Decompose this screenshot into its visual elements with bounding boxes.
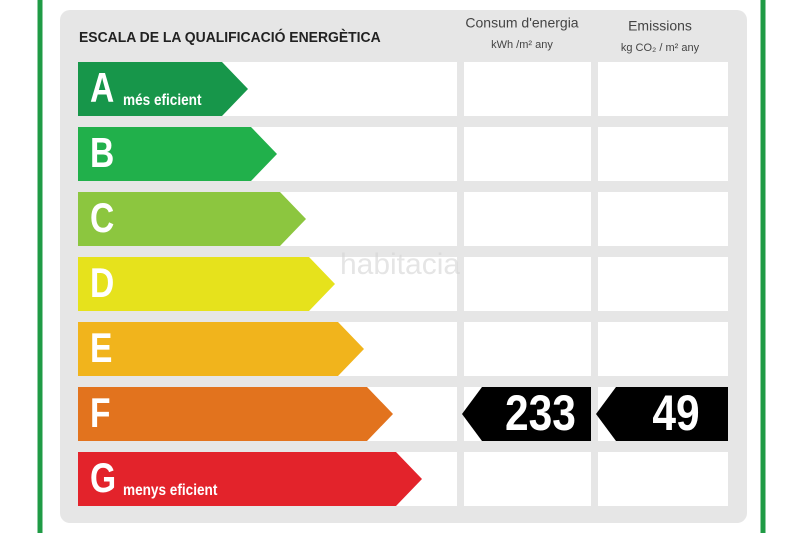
rating-letter: C [90,196,114,242]
result-pointer [596,387,728,441]
rating-arrow [78,62,248,116]
watermark: habitacia [340,248,460,281]
rating-letter: A [90,66,114,112]
rating-letter: F [90,391,111,437]
value-cell [464,192,591,246]
rating-arrow [78,387,393,441]
value-cell [464,322,591,376]
rating-arrow [78,257,335,311]
value-cell [598,62,728,116]
rating-letter: G [90,456,116,502]
title: ESCALA DE LA QUALIFICACIÓ ENERGÈTICA [79,27,381,46]
value-cell [598,322,728,376]
frame [37,0,766,533]
rating-label: menys eficient [123,482,217,499]
value-cell [598,257,728,311]
column-unit: kWh /m² any [491,39,553,51]
value-cell [464,452,591,506]
rating-letter: B [90,131,114,177]
column-title: Emissions [628,18,692,34]
column-title: Consum d'energia [465,15,578,31]
value-cell [598,127,728,181]
value-cell [464,62,591,116]
value-cell [464,257,591,311]
result-pointer [462,387,591,441]
rating-arrow [78,192,306,246]
rating-arrow [78,127,277,181]
rating-arrow [78,452,422,506]
rating-label: més eficient [123,92,202,109]
rating-arrow [78,322,364,376]
rating-letter: D [90,261,114,307]
result-value: 233 [505,385,576,441]
value-cell [598,192,728,246]
rating-letter: E [90,326,112,372]
column-unit: kg CO₂ / m² any [621,42,700,54]
value-cell [598,452,728,506]
result-value: 49 [652,385,699,441]
value-cell [464,127,591,181]
